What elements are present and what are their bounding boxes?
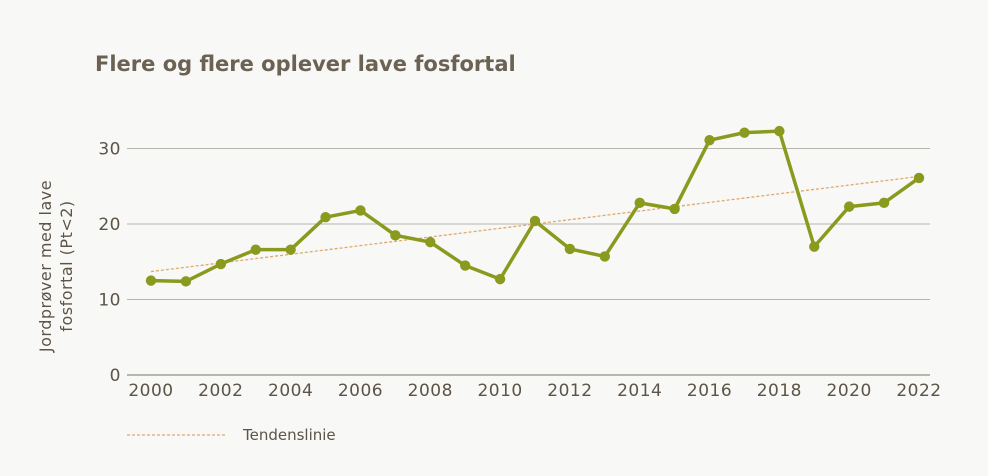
data-point <box>494 273 506 285</box>
x-tick-label: 2014 <box>617 381 662 401</box>
data-point <box>529 215 541 227</box>
x-tick-label: 2000 <box>128 381 173 401</box>
x-tick-label: 2016 <box>687 381 732 401</box>
data-point <box>809 241 820 252</box>
data-point <box>599 251 611 262</box>
data-point <box>913 172 925 184</box>
x-tick-label: 2004 <box>268 381 313 401</box>
legend-trendline-label: Tendenslinie <box>242 426 336 444</box>
x-tick-label: 2020 <box>827 381 872 401</box>
data-point <box>704 134 715 146</box>
x-tick-label: 2008 <box>408 381 453 401</box>
x-tick-label: 2006 <box>338 381 383 401</box>
data-point <box>843 201 855 212</box>
data-point <box>215 258 227 270</box>
y-tick-label: 20 <box>98 215 121 235</box>
data-point <box>634 197 645 209</box>
y-tick-label: 30 <box>98 140 121 160</box>
data-point <box>390 230 401 241</box>
x-tick-label: 2002 <box>198 381 243 401</box>
x-tick-label: 2018 <box>757 381 802 401</box>
data-point <box>564 243 576 255</box>
x-tick-label: 2012 <box>547 381 592 401</box>
data-point <box>425 236 436 248</box>
data-point <box>250 244 261 255</box>
data-point <box>774 125 785 137</box>
data-point <box>285 244 296 255</box>
y-tick-label: 10 <box>98 291 121 311</box>
y-tick-label: 0 <box>110 366 121 386</box>
data-point <box>145 275 157 286</box>
x-tick-label: 2022 <box>896 381 941 401</box>
data-point <box>739 127 750 138</box>
series-line <box>149 129 921 284</box>
data-point <box>320 212 331 223</box>
data-point <box>669 203 680 215</box>
chart-title: Flere og flere oplever lave fosfortal <box>95 52 516 76</box>
data-point <box>180 276 192 287</box>
data-point <box>459 260 471 271</box>
y-axis-label: Jordprøver med lave <box>36 180 55 353</box>
data-point <box>878 197 890 209</box>
y-axis-label: fosfortal (Pt<2) <box>57 200 76 331</box>
x-tick-label: 2010 <box>477 381 522 401</box>
data-point <box>355 205 366 216</box>
